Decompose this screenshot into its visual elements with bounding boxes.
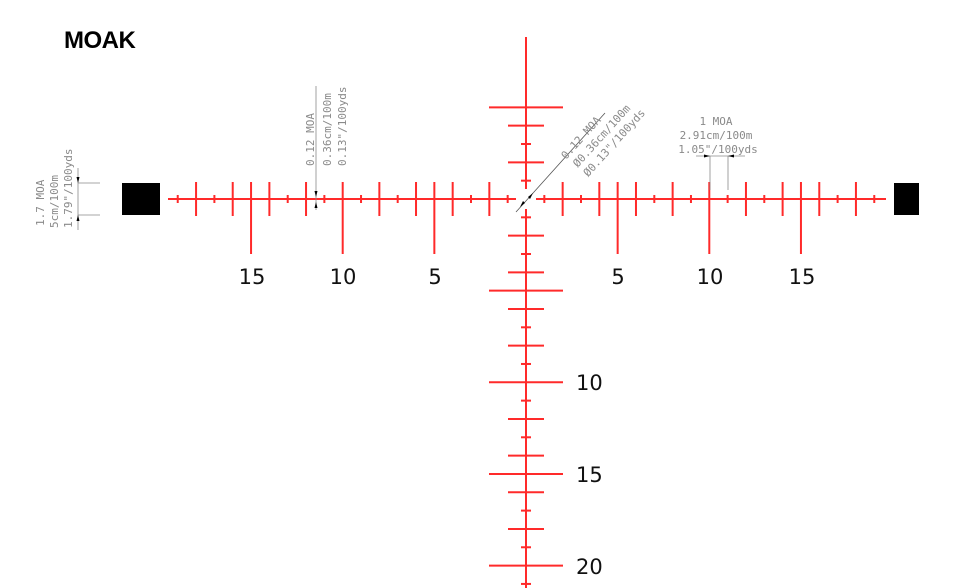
- h-label-left-15: 15: [239, 265, 266, 289]
- post-height-cm: 5cm/100m: [48, 175, 61, 228]
- tick-spacing-moa: 1 MOA: [699, 115, 732, 128]
- v-label-15: 15: [576, 463, 603, 487]
- tick-thickness-in: 0.13"/100yds: [336, 87, 349, 166]
- post-height-in: 1.79"/100yds: [62, 149, 75, 228]
- right-post: [894, 183, 919, 215]
- h-label-right-10: 10: [697, 265, 724, 289]
- tick-spacing-in: 1.05"/100yds: [678, 143, 757, 156]
- h-label-right-5: 5: [611, 265, 624, 289]
- v-label-20: 20: [576, 555, 603, 579]
- reticle-ticks: [168, 37, 886, 588]
- post-height-annotation: [77, 168, 100, 230]
- v-label-10: 10: [576, 371, 603, 395]
- post-height-moa: 1.7 MOA: [34, 179, 47, 226]
- h-label-left-5: 5: [428, 265, 441, 289]
- tick-spacing-cm: 2.91cm/100m: [680, 129, 753, 142]
- tick-thickness-moa: 0.12 MOA: [304, 113, 317, 166]
- tick-thickness-cm: 0.36cm/100m: [321, 93, 334, 166]
- h-label-right-15: 15: [789, 265, 816, 289]
- left-post: [122, 183, 160, 215]
- h-label-left-10: 10: [330, 265, 357, 289]
- reticle-title: MOAK: [64, 27, 136, 54]
